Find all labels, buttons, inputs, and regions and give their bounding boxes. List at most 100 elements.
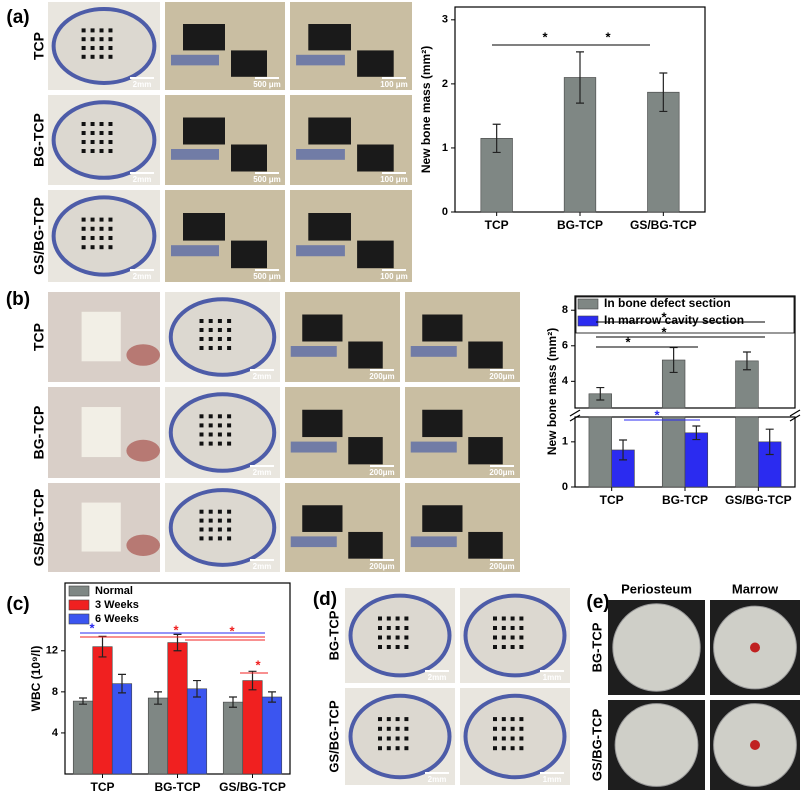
bone: [348, 693, 452, 780]
pore: [404, 726, 409, 731]
significance-star: *: [661, 324, 667, 339]
legend-label: 6 Weeks: [95, 613, 139, 625]
error-bar: [492, 123, 501, 154]
y-tick-label: 6: [562, 340, 568, 352]
y-tick-label: 12: [46, 645, 58, 657]
legend-swatch: [68, 585, 90, 597]
pore: [217, 536, 222, 541]
row-label: BG-TCP: [589, 622, 604, 672]
pore: [227, 414, 232, 419]
pore: [501, 736, 506, 741]
pore: [217, 328, 222, 332]
tissue: [126, 534, 160, 556]
pore: [99, 131, 104, 135]
image: [405, 387, 520, 478]
pore: [227, 432, 232, 437]
row-label: GS/BG-TCP: [589, 709, 604, 782]
pore: [395, 626, 400, 630]
bone: [51, 100, 157, 180]
pore: [90, 149, 95, 153]
image: [48, 387, 160, 478]
pore: [99, 149, 104, 153]
pore: [227, 337, 232, 341]
scale-bar-label: 2mm: [133, 272, 152, 281]
blob: [348, 341, 383, 369]
pore: [81, 46, 86, 50]
pore: [395, 645, 400, 649]
scale-bar-label: 200μm: [369, 562, 394, 571]
blob: [468, 437, 503, 465]
pore: [208, 346, 213, 350]
row-label: TCP: [31, 323, 47, 351]
pore: [108, 46, 113, 50]
pore: [501, 626, 506, 630]
bone: [168, 488, 277, 567]
pore: [493, 736, 497, 741]
y-tick-label: 1: [562, 436, 568, 448]
significance-star: *: [173, 622, 179, 637]
pore: [404, 746, 409, 751]
pore: [378, 616, 382, 621]
pore: [199, 432, 204, 437]
pore: [81, 122, 86, 126]
blob: [422, 505, 463, 532]
image: [285, 387, 400, 478]
x-tick-label: TCP: [600, 493, 624, 507]
blob: [357, 50, 394, 77]
row-label: BG-TCP: [31, 406, 47, 460]
scale-bar-label: 2mm: [253, 372, 272, 381]
pore: [81, 149, 86, 153]
stain: [290, 536, 337, 548]
scale-bar-label: 200μm: [489, 372, 514, 381]
pore: [378, 626, 382, 630]
significance-star: *: [255, 657, 261, 672]
legend-label: In bone defect section: [604, 296, 731, 310]
pore: [108, 236, 113, 240]
stain: [171, 149, 219, 160]
scaffold: [81, 502, 121, 552]
image: [48, 190, 160, 282]
panel-label: (c): [6, 594, 29, 615]
image: [165, 190, 285, 282]
bar: [186, 688, 208, 775]
error-bar: [98, 635, 107, 658]
y-tick-label: 4: [562, 375, 569, 387]
pore: [217, 346, 222, 350]
axis-break: [569, 409, 581, 417]
blob: [357, 240, 394, 269]
pore: [81, 236, 86, 240]
pore: [99, 140, 104, 144]
pore: [519, 746, 524, 751]
pore: [217, 414, 222, 419]
pore: [227, 527, 232, 532]
y-axis-label: New bone mass (mm²): [545, 328, 559, 455]
pore: [493, 635, 497, 640]
pore: [378, 736, 382, 741]
image: [345, 588, 455, 683]
pore: [217, 337, 222, 341]
pore: [501, 645, 506, 649]
legend-label: 3 Weeks: [95, 599, 139, 611]
pore: [199, 414, 204, 419]
pore: [108, 217, 113, 222]
scale-bar-label: 100 μm: [380, 272, 408, 281]
pore: [217, 509, 222, 514]
image: [285, 292, 400, 382]
image: [165, 483, 280, 572]
pore: [199, 527, 204, 532]
error-bar: [229, 696, 237, 708]
pore: [378, 645, 382, 649]
scale-bar-label: 2mm: [428, 673, 447, 682]
image: [165, 95, 285, 185]
bar: [647, 91, 680, 213]
x-tick-label: TCP: [91, 780, 115, 794]
blob: [422, 314, 463, 342]
pore: [519, 736, 524, 741]
pore: [81, 217, 86, 222]
scale-bar-label: 2mm: [253, 562, 272, 571]
image: [165, 292, 280, 382]
pore: [81, 245, 86, 250]
pore: [99, 245, 104, 250]
error-bar: [596, 386, 605, 401]
x-tick-label: BG-TCP: [557, 218, 603, 232]
